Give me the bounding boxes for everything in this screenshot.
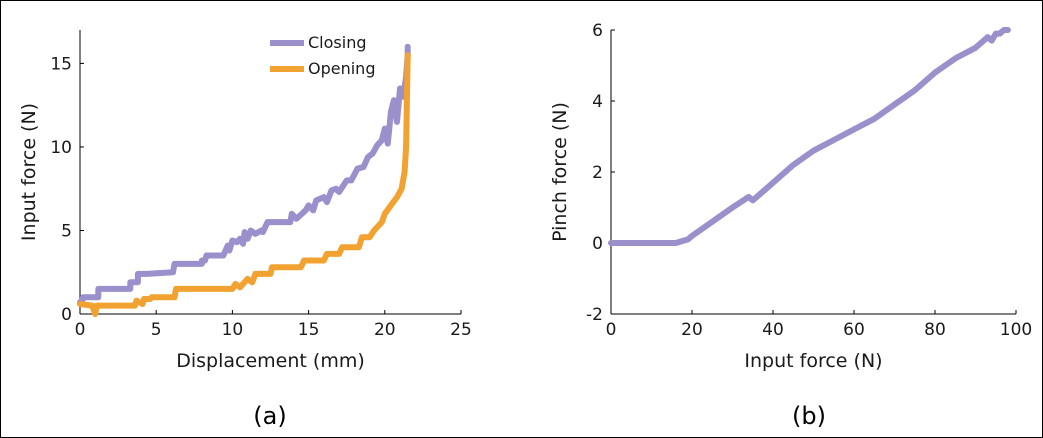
- x-tick-label: 0: [606, 320, 617, 340]
- x-tick-label: 10: [222, 320, 244, 340]
- x-tick-label: 80: [924, 320, 946, 340]
- y-tick-label: 2: [592, 163, 603, 183]
- x-tick-label: 100: [1000, 320, 1032, 340]
- x-tick-label: 60: [843, 320, 865, 340]
- panel-label: (b): [792, 402, 826, 430]
- legend-label-closing: Closing: [308, 33, 366, 52]
- y-axis-label: Pinch force (N): [549, 102, 571, 242]
- x-axis-label: Input force (N): [744, 350, 882, 372]
- y-tick-label: 15: [50, 54, 72, 74]
- legend-label-opening: Opening: [308, 59, 375, 78]
- x-tick-label: 5: [151, 320, 162, 340]
- x-axis-label: Displacement (mm): [176, 350, 365, 372]
- panel-a: 0 5 10 15 20 25 0 5 10 15 Displacement (mm) Input f…: [18, 30, 472, 430]
- y-tick-label: 0: [61, 305, 72, 325]
- y-axis-label: Input force (N): [18, 103, 40, 241]
- x-tick-label: 20: [681, 320, 703, 340]
- y-tick-label: 4: [592, 92, 603, 112]
- panel-label: (a): [253, 402, 286, 430]
- y-tick-label: 6: [592, 21, 603, 41]
- x-tick-label: 25: [450, 320, 472, 340]
- y-tick-label: 0: [592, 234, 603, 254]
- y-tick-label: 5: [61, 221, 72, 241]
- x-tick-label: 0: [75, 320, 86, 340]
- series-line-opening: [77, 52, 411, 317]
- y-tick-label: -2: [586, 305, 603, 325]
- series-line-pinch-force: [608, 27, 1011, 246]
- y-tick-label: 10: [50, 138, 72, 158]
- x-tick-label: 40: [762, 320, 784, 340]
- x-tick-label: 15: [298, 320, 320, 340]
- series-line-closing: [77, 43, 411, 306]
- x-tick-label: 20: [374, 320, 396, 340]
